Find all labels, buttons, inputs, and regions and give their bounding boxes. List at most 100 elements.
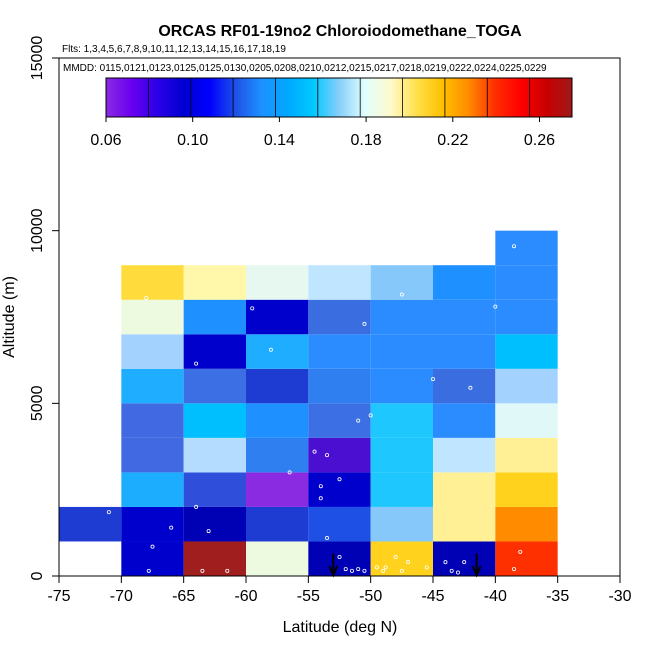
sample-point — [200, 568, 205, 573]
sample-point — [268, 347, 273, 352]
heatmap-cell — [433, 472, 496, 507]
colorbar-tick-label: 0.14 — [264, 132, 295, 149]
sample-point — [318, 496, 323, 501]
flights-label: Flts: 1,3,4,5,6,7,8,9,10,11,12,13,14,15,… — [62, 44, 286, 55]
heatmap-cell — [121, 334, 184, 369]
sample-point — [449, 568, 454, 573]
sample-point — [362, 321, 367, 326]
heatmap-cell — [183, 368, 246, 404]
heatmap-cell — [121, 506, 184, 542]
sample-point — [512, 567, 517, 572]
y-axis: 0 5000 10000 15000 — [29, 36, 59, 580]
heatmap-cell — [121, 472, 184, 507]
heatmap-cell — [433, 299, 496, 335]
sample-point — [406, 560, 411, 565]
x-axis-label: Latitude (deg N) — [283, 619, 398, 636]
colorbar-gradient — [105, 77, 573, 118]
heatmap-cell — [183, 506, 246, 542]
heatmap-cell — [246, 506, 309, 542]
sample-point — [399, 568, 404, 573]
heatmap-cell — [183, 334, 246, 369]
sample-point — [356, 418, 361, 423]
x-tick-label: -75 — [47, 588, 70, 605]
heatmap-cell — [308, 506, 371, 542]
down-arrow-icon — [328, 553, 339, 578]
x-tick-label: -70 — [110, 588, 133, 605]
colorbar-tick-label: 0.22 — [437, 132, 468, 149]
heatmap-cell — [308, 368, 371, 404]
sample-point — [343, 567, 348, 572]
heatmap-cell — [495, 541, 558, 576]
x-tick-label: -35 — [546, 588, 569, 605]
heatmap-cell — [495, 437, 558, 473]
heatmap-cell — [308, 265, 371, 300]
x-axis: -75 -70 -65 -60 -55 -50 -45 -40 -35 -30 — [47, 576, 632, 605]
heatmap-cell — [308, 437, 371, 473]
heatmap-cell — [183, 541, 246, 576]
heatmap-cell — [246, 368, 309, 404]
sample-point — [356, 567, 361, 572]
sample-point — [381, 568, 386, 573]
down-arrow-icon — [471, 553, 482, 578]
x-tick-label: -40 — [484, 588, 507, 605]
heatmap-cell — [121, 437, 184, 473]
heatmap-cell — [495, 368, 558, 404]
heatmap-cell — [495, 265, 558, 300]
heatmap-cell — [183, 299, 246, 335]
heatmap-cell — [495, 472, 558, 507]
sample-point — [318, 484, 323, 489]
heatmap-cell — [246, 472, 309, 507]
heatmap-cell — [370, 541, 433, 576]
sample-point — [106, 510, 111, 515]
heatmap-cell — [183, 265, 246, 300]
x-tick-label: -55 — [297, 588, 320, 605]
heatmap-cell — [59, 506, 122, 542]
heatmap-cell — [370, 506, 433, 542]
y-tick-label: 15000 — [29, 36, 46, 81]
heatmap-cell — [308, 472, 371, 507]
heatmap-cell — [433, 334, 496, 369]
colorbar-tick-label: 0.06 — [90, 132, 121, 149]
heatmap-cell — [246, 334, 309, 369]
sample-point — [430, 377, 435, 382]
heatmap-cell — [121, 403, 184, 438]
sample-point — [144, 296, 149, 301]
colorbar: 0.06 0.10 0.14 0.18 0.22 0.26 — [90, 77, 573, 149]
sample-point — [424, 565, 429, 570]
heatmap-cell — [433, 541, 496, 576]
heatmap-cell — [308, 403, 371, 438]
y-axis-label: Altitude (m) — [1, 276, 18, 358]
x-tick-label: -65 — [172, 588, 195, 605]
heatmap-cell — [308, 334, 371, 369]
heatmap-cell — [370, 472, 433, 507]
heatmap-cell — [433, 437, 496, 473]
heatmap-cell — [246, 299, 309, 335]
heatmap-cell — [370, 368, 433, 404]
heatmap-cell — [495, 403, 558, 438]
heatmap-cell — [246, 265, 309, 300]
y-tick-label: 10000 — [29, 208, 46, 253]
sample-point — [194, 504, 199, 509]
heatmap-cell — [495, 299, 558, 335]
sample-point — [383, 565, 388, 570]
heatmap-cell — [370, 437, 433, 473]
heatmap-cell — [370, 299, 433, 335]
heatmap-cell — [433, 506, 496, 542]
sample-point — [312, 449, 317, 454]
sample-point — [169, 525, 174, 530]
sample-point — [462, 560, 467, 565]
heatmap-cell — [495, 230, 558, 266]
heatmap-cell — [308, 299, 371, 335]
colorbar-tick-label: 0.10 — [177, 132, 208, 149]
heatmap-cell — [370, 403, 433, 438]
heatmap-cell — [433, 368, 496, 404]
sample-point — [206, 529, 211, 534]
y-tick-label: 5000 — [29, 385, 46, 421]
sample-point — [393, 555, 398, 560]
heatmap-cell — [121, 541, 184, 576]
colorbar-tick-label: 0.18 — [351, 132, 382, 149]
heatmap-cell — [121, 299, 184, 335]
sample-point — [368, 413, 373, 418]
heatmap-cell — [246, 541, 309, 576]
